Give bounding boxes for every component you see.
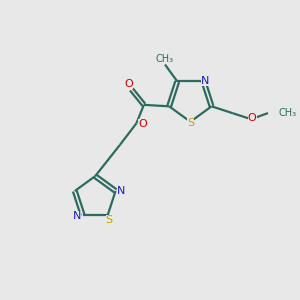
- Text: N: N: [201, 76, 209, 86]
- Text: O: O: [248, 113, 256, 123]
- Text: S: S: [187, 118, 194, 128]
- Text: CH₃: CH₃: [278, 108, 296, 118]
- Text: S: S: [106, 215, 113, 225]
- Text: CH₃: CH₃: [156, 54, 174, 64]
- Text: N: N: [73, 212, 81, 221]
- Text: N: N: [117, 186, 126, 196]
- Text: O: O: [139, 119, 147, 130]
- Text: O: O: [124, 79, 134, 89]
